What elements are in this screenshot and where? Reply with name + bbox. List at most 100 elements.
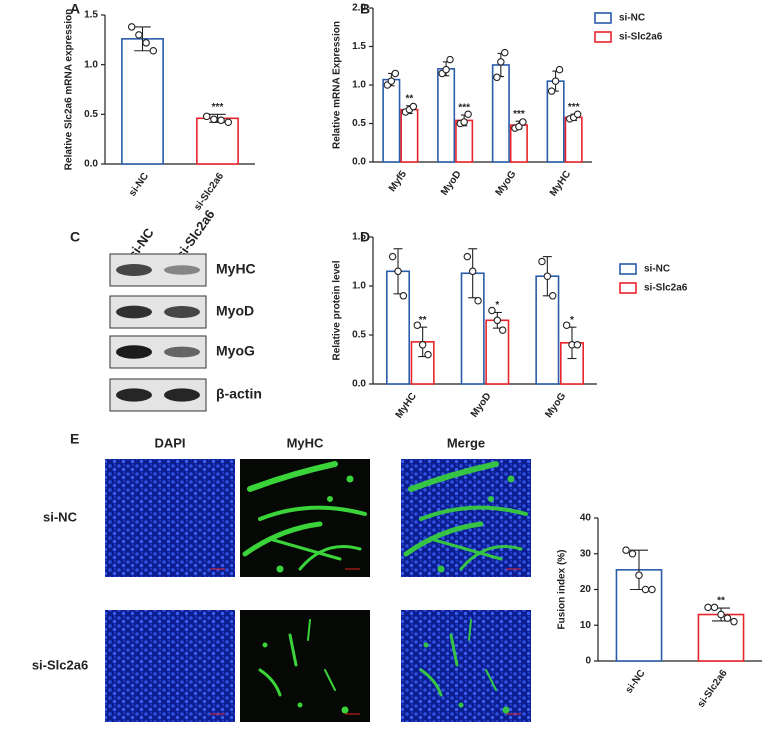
x-tick-label: si-Slc2a6	[192, 171, 226, 213]
data-point	[424, 350, 432, 359]
data-point	[547, 87, 556, 95]
y-tick-label: 0.0	[84, 159, 98, 170]
channel-label: MyHC	[287, 435, 324, 450]
y-tick-label: 20	[580, 584, 592, 595]
bar	[196, 117, 239, 165]
data-point	[628, 549, 637, 558]
x-tick-label: si-NC	[127, 171, 151, 199]
data-point	[573, 110, 582, 119]
data-point	[548, 292, 557, 300]
y-tick-label: 0	[585, 656, 591, 667]
bar	[437, 68, 456, 163]
micrograph	[401, 459, 531, 577]
image-bg	[240, 610, 370, 722]
data-point	[474, 296, 482, 305]
data-point	[519, 118, 527, 126]
micrograph	[240, 610, 370, 722]
y-tick-label: 0.0	[352, 379, 366, 390]
data-point	[710, 603, 719, 612]
micrograph	[105, 610, 235, 722]
group-label: si-NC	[43, 509, 78, 524]
blot-band	[116, 305, 152, 319]
blot-band	[116, 388, 152, 402]
data-point	[488, 306, 496, 315]
y-tick-label: 0.5	[352, 118, 366, 129]
significance: *	[495, 300, 499, 311]
legend-label: si-NC	[619, 13, 645, 24]
bar	[382, 78, 401, 163]
data-point	[135, 31, 143, 39]
x-tick-label: MyoD	[469, 391, 494, 420]
data-point	[498, 326, 507, 334]
data-point	[648, 585, 656, 594]
y-tick-label: 1.5	[84, 10, 98, 21]
data-point	[224, 118, 233, 127]
data-point	[391, 69, 400, 78]
bar	[564, 116, 583, 163]
blot-band	[164, 265, 200, 275]
significance: ***	[212, 102, 224, 113]
data-point	[210, 115, 218, 124]
data-point	[149, 47, 158, 55]
data-point	[573, 341, 582, 349]
data-point	[717, 610, 725, 619]
x-tick-label: MyoG	[494, 169, 519, 198]
blot-band	[164, 306, 200, 318]
data-point	[555, 65, 564, 74]
y-tick-label: 1.5	[352, 232, 366, 243]
blot-band	[116, 264, 152, 276]
x-tick-label: Myf5	[387, 169, 409, 194]
data-point	[551, 77, 560, 85]
y-tick-label: 40	[580, 513, 592, 524]
y-tick-label: 1.0	[352, 80, 366, 91]
legend-swatch	[594, 12, 612, 24]
legend-label: si-Slc2a6	[619, 32, 663, 43]
significance: ***	[458, 103, 470, 114]
y-axis-label: Relative protein level	[332, 260, 343, 360]
data-point	[409, 102, 418, 111]
legend-swatch	[594, 31, 612, 43]
data-point	[493, 316, 502, 325]
significance: ***	[568, 102, 580, 113]
data-point	[641, 585, 650, 594]
panel-label: D	[360, 229, 370, 245]
y-tick-label: 1.5	[352, 41, 366, 52]
y-tick-label: 2.0	[352, 3, 366, 14]
y-tick-label: 0.5	[84, 109, 98, 120]
blot-band	[116, 345, 152, 359]
y-axis-label: Fusion index (%)	[557, 550, 568, 630]
data-point	[446, 55, 454, 64]
data-point	[723, 614, 732, 622]
data-point	[468, 267, 477, 276]
y-tick-label: 10	[580, 620, 592, 631]
protein-label: MyHC	[216, 261, 256, 277]
legend-swatch	[619, 282, 637, 294]
significance: **	[406, 93, 414, 104]
legend-label: si-NC	[644, 264, 670, 275]
data-point	[460, 118, 468, 126]
data-point	[202, 112, 211, 121]
micrograph	[105, 459, 235, 577]
y-tick-label: 0.5	[352, 330, 366, 341]
x-tick-label: MyoG	[543, 391, 568, 420]
legend-swatch	[619, 263, 637, 275]
data-point	[463, 252, 472, 261]
significance: ***	[513, 109, 525, 120]
y-axis-label: Relative mRNA Expression	[332, 21, 343, 149]
legend-label: si-Slc2a6	[644, 283, 688, 294]
panel-label: E	[70, 431, 79, 447]
micrograph	[401, 610, 531, 722]
data-point	[497, 58, 505, 66]
y-tick-label: 1.0	[352, 281, 366, 292]
data-point	[464, 110, 472, 119]
data-point	[127, 23, 136, 31]
image-bg	[401, 610, 531, 722]
image-bg	[105, 610, 235, 722]
data-point	[704, 603, 712, 612]
significance: *	[570, 315, 574, 326]
channel-label: Merge	[447, 435, 485, 450]
y-axis-label: Relative Slc2a6 mRNA expression	[64, 9, 75, 170]
data-point	[387, 77, 396, 85]
